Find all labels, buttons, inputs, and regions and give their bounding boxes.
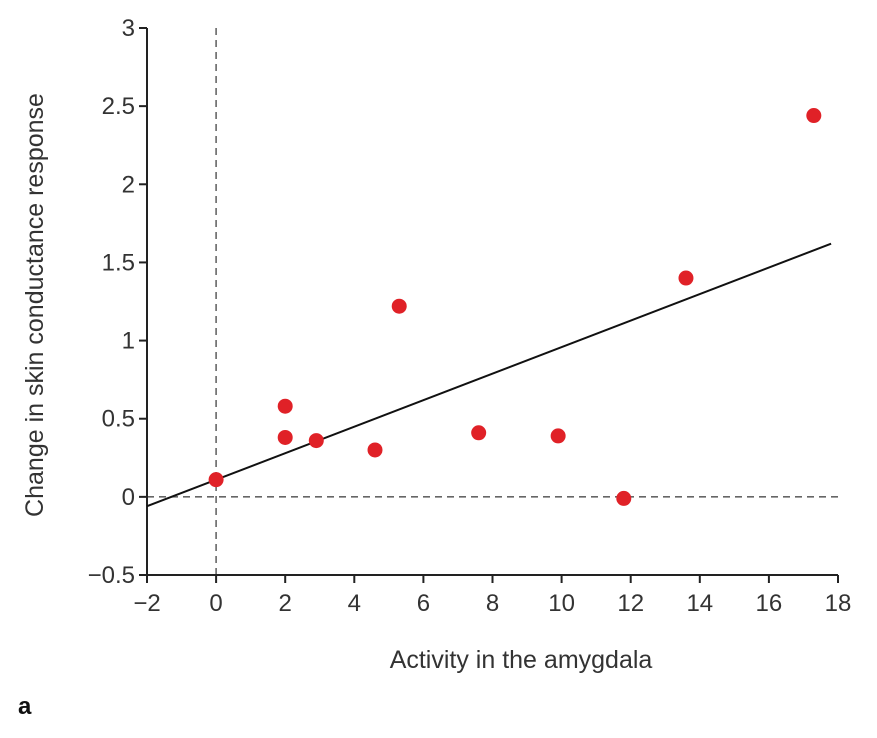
y-tick-label: 1.5 — [102, 249, 135, 276]
trendline-group — [146, 242, 832, 508]
data-point — [678, 270, 694, 286]
data-point — [616, 490, 632, 506]
data-point — [208, 472, 224, 488]
data-point — [471, 425, 487, 441]
reference-lines — [147, 28, 838, 575]
x-tick-label: 4 — [348, 590, 361, 617]
x-tick-label: 8 — [486, 590, 499, 617]
x-axis-label: Activity in the amygdala — [390, 646, 653, 674]
y-tick-label: 0.5 — [102, 406, 135, 433]
y-tick-label: −0.5 — [88, 562, 135, 589]
x-tick-label: 12 — [617, 590, 644, 617]
data-point — [367, 442, 383, 458]
y-tick-label: 2.5 — [102, 93, 135, 120]
axes — [139, 27, 839, 583]
y-tick-label: 1 — [122, 328, 135, 355]
x-tick-label: 16 — [756, 590, 783, 617]
data-point — [550, 428, 566, 444]
data-point — [277, 429, 293, 445]
data-point — [308, 433, 324, 449]
x-tick-label: 2 — [279, 590, 292, 617]
x-tick-label: 6 — [417, 590, 430, 617]
data-point — [806, 108, 822, 124]
data-point — [391, 298, 407, 314]
y-axis-label: Change in skin conductance response — [21, 93, 49, 517]
panel-label: a — [18, 693, 32, 720]
tick-labels: −2 0 2 4 6 8 10 12 14 16 18 −0.5 0 0.5 1 1.5 2 2.5 3 — [88, 15, 852, 617]
x-tick-label: 14 — [686, 590, 713, 617]
trendline — [146, 242, 832, 508]
x-tick-label: 0 — [209, 590, 222, 617]
x-tick-label: 10 — [548, 590, 575, 617]
data-points — [208, 108, 822, 506]
y-tick-label: 2 — [122, 171, 135, 198]
y-tick-label: 3 — [122, 15, 135, 42]
y-tick-label: 0 — [122, 484, 135, 511]
data-point — [277, 398, 293, 414]
x-tick-label: 18 — [825, 590, 852, 617]
x-tick-label: −2 — [133, 590, 160, 617]
